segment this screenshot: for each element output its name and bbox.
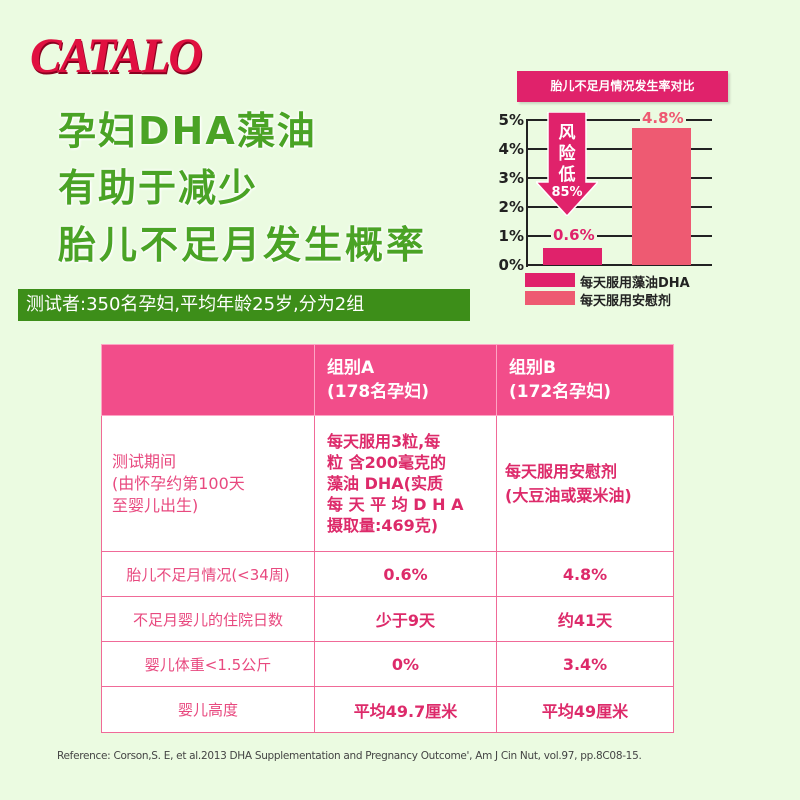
bar-dha-label: 0.6%: [551, 226, 597, 244]
cell-line: 摄取量:469克): [327, 516, 439, 535]
row-label: 胎儿不足月情况(<34周): [101, 551, 315, 597]
arrow-text-2: 险: [558, 144, 576, 164]
row-label-test-period: 测试期间 (由怀孕约第100天 至婴儿出生): [101, 415, 315, 552]
bar-placebo-label: 4.8%: [640, 109, 686, 127]
cell-group-a: 0%: [314, 641, 497, 687]
gridline-4: [526, 148, 712, 150]
cell-line: 每 天 平 均 D H A: [327, 495, 464, 514]
label-line: 至婴儿出生): [112, 495, 199, 515]
header-group-a-count: (178名孕妇): [327, 382, 430, 402]
y-tick-0: 0%: [498, 256, 524, 274]
cell-group-b: 约41天: [496, 596, 674, 642]
label-line: (由怀孕约第100天: [112, 473, 245, 493]
cell-group-b: 平均49厘米: [496, 686, 674, 733]
y-tick-4: 4%: [498, 140, 524, 158]
gridline-2: [526, 206, 712, 208]
bar-dha: [543, 248, 602, 265]
legend-swatch-placebo: [525, 291, 575, 305]
chart-title: 胎儿不足月情况发生率对比: [517, 71, 728, 102]
arrow-text-percent: 85%: [551, 185, 583, 200]
cell-line: 每天服用3粒,每: [327, 432, 441, 451]
y-tick-3: 3%: [498, 169, 524, 187]
header-group-a: 组别A (178名孕妇): [314, 344, 497, 416]
legend-label-placebo: 每天服用安慰剂: [580, 294, 672, 309]
cell-group-b: 3.4%: [496, 641, 674, 687]
gridline-1: [526, 235, 712, 237]
cell-group-a: 平均49.7厘米: [314, 686, 497, 733]
label-line: 测试期间: [112, 451, 177, 471]
table-row: 婴儿高度 平均49.7厘米 平均49厘米: [101, 686, 674, 733]
cell-group-b-dosage: 每天服用安慰剂 (大豆油或粟米油): [496, 415, 674, 552]
legend-label-dha: 每天服用藻油DHA: [580, 276, 690, 291]
gridline-0: [526, 264, 712, 266]
table-header-row: 组别A (178名孕妇) 组别B (172名孕妇): [101, 344, 674, 416]
cell-line: 每天服用安慰剂: [505, 461, 618, 481]
bar-placebo: [632, 128, 691, 265]
row-label: 婴儿体重<1.5公斤: [101, 641, 315, 687]
gridline-5: [526, 119, 712, 121]
header-empty: [101, 344, 315, 416]
header-group-b-title: 组别B: [509, 358, 556, 378]
arrow-text-3: 低: [558, 165, 576, 185]
table-row: 测试期间 (由怀孕约第100天 至婴儿出生) 每天服用3粒,每 粒 含200毫克…: [101, 415, 674, 552]
headline-line-3: 胎儿不足月发生概率: [58, 223, 428, 267]
header-group-b: 组别B (172名孕妇): [496, 344, 674, 416]
header-group-b-count: (172名孕妇): [509, 382, 612, 402]
comparison-table: 组别A (178名孕妇) 组别B (172名孕妇) 测试期间 (由怀孕约第100…: [101, 344, 674, 733]
headline-line-1: 孕妇DHA藻油: [58, 109, 317, 153]
gridline-3: [526, 177, 712, 179]
cell-line: 藻油 DHA(实质: [327, 474, 443, 493]
y-tick-1: 1%: [498, 227, 524, 245]
row-label: 不足月婴儿的住院日数: [101, 596, 315, 642]
y-tick-2: 2%: [498, 198, 524, 216]
table-row: 不足月婴儿的住院日数 少于9天 约41天: [101, 596, 674, 642]
cell-line: (大豆油或粟米油): [505, 485, 632, 505]
down-arrow-icon: [536, 112, 598, 216]
arrow-text-1: 风: [558, 123, 576, 143]
table-row: 胎儿不足月情况(<34周) 0.6% 4.8%: [101, 551, 674, 597]
header-group-a-title: 组别A: [327, 358, 375, 378]
headline-line-2: 有助于减少: [58, 166, 259, 210]
y-tick-5: 5%: [498, 111, 524, 129]
y-axis: [526, 119, 528, 267]
catalo-logo: CATALO: [30, 27, 203, 83]
row-label: 婴儿高度: [101, 686, 315, 733]
cell-line: 粒 含200毫克的: [327, 453, 446, 472]
cell-group-a-dosage: 每天服用3粒,每 粒 含200毫克的 藻油 DHA(实质 每 天 平 均 D H…: [314, 415, 497, 552]
cell-group-b: 4.8%: [496, 551, 674, 597]
legend-swatch-dha: [525, 273, 575, 287]
reference-citation: Reference: Corson,S. E, et al.2013 DHA S…: [57, 750, 642, 762]
cell-group-a: 少于9天: [314, 596, 497, 642]
participants-banner: 测试者:350名孕妇,平均年龄25岁,分为2组: [18, 289, 470, 321]
table-row: 婴儿体重<1.5公斤 0% 3.4%: [101, 641, 674, 687]
cell-group-a: 0.6%: [314, 551, 497, 597]
